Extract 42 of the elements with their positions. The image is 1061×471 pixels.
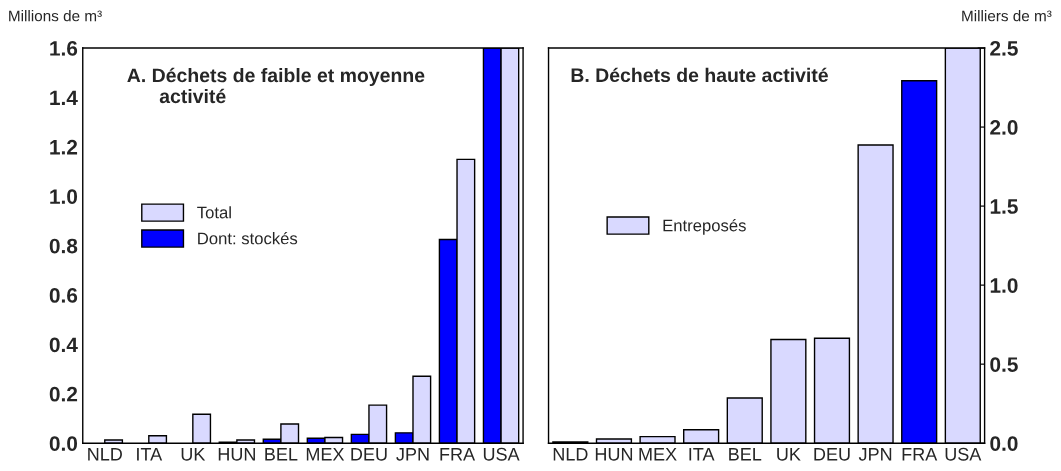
legend-label: Entreposés [663, 218, 746, 235]
x-tick-label: FRA [440, 448, 476, 461]
x-tick-label: USA [483, 447, 520, 461]
x-tick-label: UK [181, 448, 206, 461]
y2-tick-label: 2.5 [990, 41, 1018, 56]
x-tick-label: JPN [858, 448, 892, 461]
y2-tick-label: 0.0 [990, 436, 1018, 451]
y-tick-label: 0.2 [49, 386, 78, 402]
x-tick-label: USA [945, 447, 982, 461]
y2-tick-label: 0.5 [990, 357, 1018, 372]
x-tick-label: UK [777, 448, 801, 461]
x-tick-label: MEX [306, 448, 345, 461]
x-tick-label: BEL [265, 448, 298, 461]
y-axis-title: Millions de m³ [9, 10, 102, 22]
y-tick-label: 0.8 [49, 238, 78, 254]
x-tick-label: ITA [689, 448, 715, 461]
y2-tick-label: 1.5 [990, 199, 1018, 214]
x-tick-label: MEX [639, 448, 677, 461]
y-tick-label: 0.4 [49, 337, 78, 353]
legend-label: Total [197, 206, 231, 219]
x-tick-label: NLD [88, 448, 122, 461]
y2-axis-title: Milliers de m³ [962, 10, 1052, 22]
x-tick-label: JPN [396, 448, 429, 461]
x-tick-label: NLD [553, 448, 588, 461]
x-tick-label: FRA [902, 448, 938, 461]
text: B. Déchets de haute activité [571, 67, 828, 83]
y-tick-label: 1.6 [50, 41, 78, 56]
y-tick-label: 1.4 [50, 90, 78, 105]
y-tick-label: 1.0 [50, 189, 78, 204]
x-tick-label: HUN [595, 448, 633, 461]
x-tick-label: ITA [137, 448, 163, 461]
y2-tick-label: 1.0 [990, 278, 1018, 293]
y-tick-label: 0.6 [49, 288, 78, 303]
text: A. Déchets de faible et moyenne activité [127, 67, 425, 104]
x-tick-label: DEU [814, 448, 850, 461]
legend-label: Dont: stockés [198, 231, 298, 245]
y-tick-label: 1.2 [50, 139, 78, 155]
x-tick-label: BEL [729, 448, 762, 461]
x-tick-label: HUN [218, 448, 255, 461]
y2-tick-label: 2.0 [990, 120, 1018, 135]
y-tick-label: 0.0 [49, 436, 78, 451]
x-tick-label: DEU [351, 448, 387, 461]
